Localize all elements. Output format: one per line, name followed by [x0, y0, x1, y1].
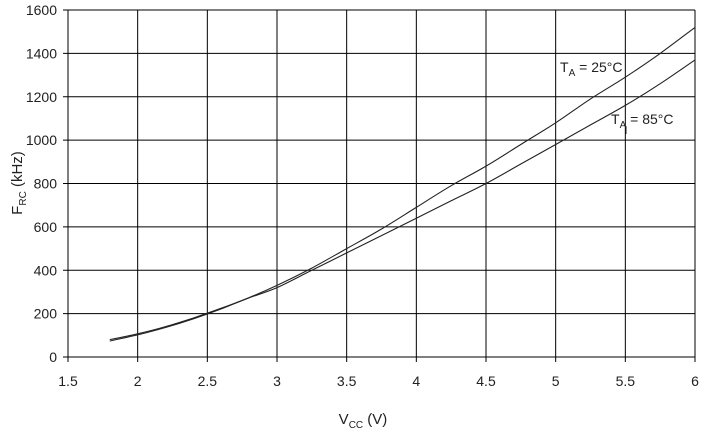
y-tick-label: 600	[34, 219, 58, 235]
y-tick-label: 800	[34, 176, 58, 192]
x-tick-label: 4.5	[476, 373, 496, 389]
y-tick-label: 200	[34, 306, 58, 322]
y-tick-labels: 0 200 400 600 800 1000 1200 1400 1600	[26, 2, 57, 365]
x-tick-label: 3.5	[337, 373, 357, 389]
y-tick-label: 0	[49, 349, 57, 365]
series-line-85c	[109, 59, 696, 342]
x-axis-title: VCC (V)	[339, 411, 388, 431]
x-tick-label: 5.5	[616, 373, 636, 389]
x-tick-label: 2.5	[198, 373, 218, 389]
y-tick-label: 1200	[26, 89, 57, 105]
x-tick-labels: 1.5 2 2.5 3 3.5 4 4.5 5 5.5 6	[58, 373, 699, 389]
x-tick-label: 2	[134, 373, 142, 389]
y-axis-title: FRC (kHz)	[9, 151, 29, 215]
series-line-25c	[109, 26, 696, 341]
x-tick-label: 6	[691, 373, 699, 389]
y-tick-label: 1600	[26, 2, 57, 18]
x-tick-label: 4	[412, 373, 420, 389]
curves	[109, 26, 696, 342]
y-tick-label: 400	[34, 262, 58, 278]
x-tick-label: 5	[552, 373, 560, 389]
grid	[63, 9, 696, 362]
y-tick-label: 1400	[26, 45, 57, 61]
curve-label-25c: TA = 25°C	[560, 59, 622, 79]
x-tick-label: 1.5	[58, 373, 78, 389]
y-tick-label: 1000	[26, 132, 57, 148]
x-tick-label: 3	[273, 373, 281, 389]
curve-label-85c: TA = 85°C	[611, 111, 673, 131]
